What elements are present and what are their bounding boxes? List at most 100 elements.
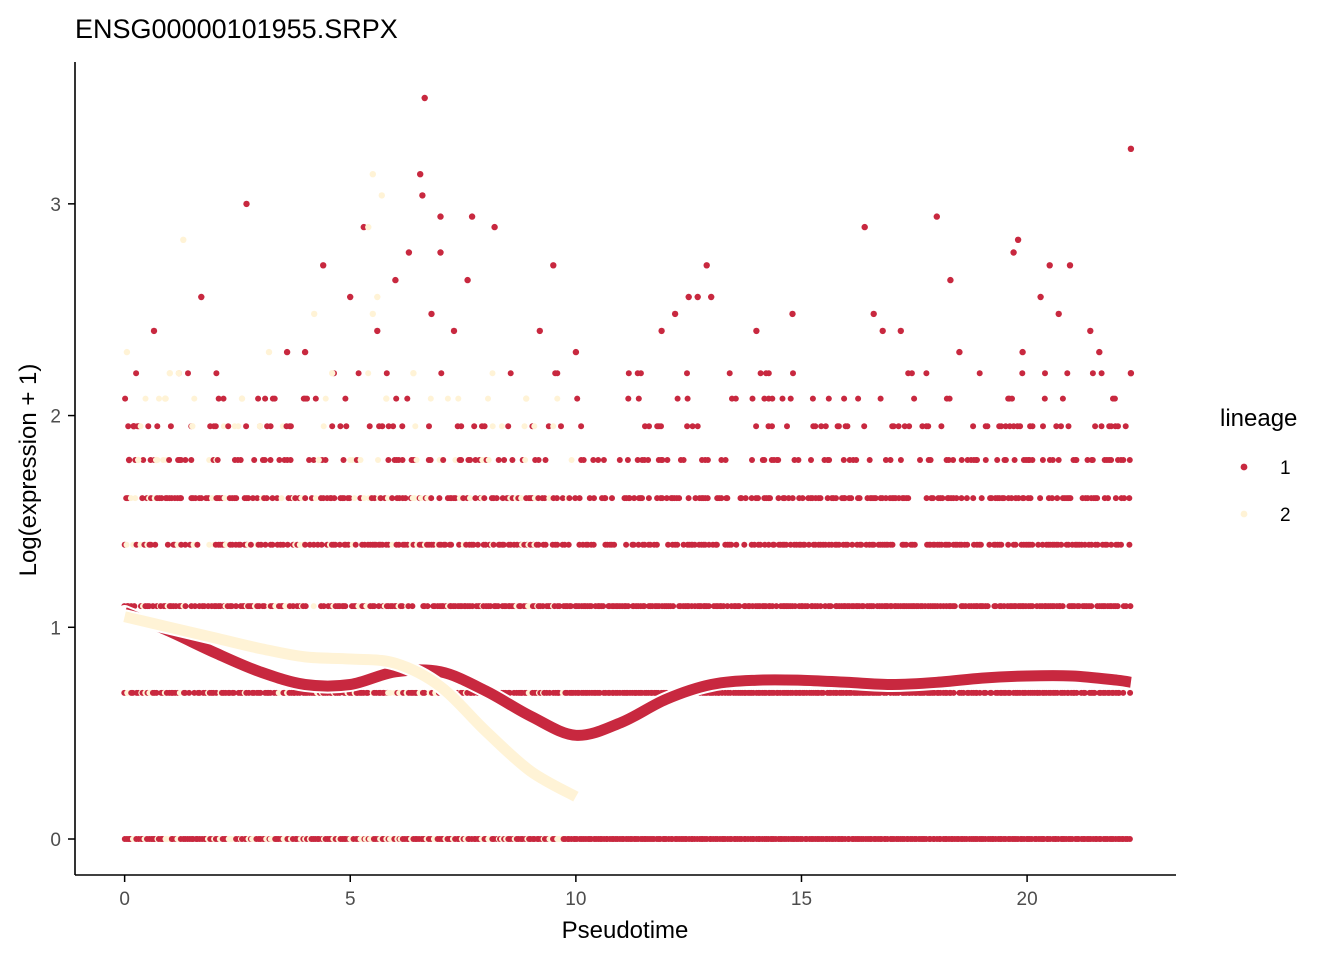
data-point: [198, 293, 205, 301]
data-point: [178, 457, 184, 463]
data-point: [724, 603, 731, 610]
data-point: [158, 495, 165, 502]
data-point: [736, 603, 743, 610]
data-point: [982, 457, 989, 463]
data-point: [310, 603, 317, 610]
y-axis-label: Log(expression + 1): [15, 364, 42, 577]
data-point: [611, 541, 618, 548]
data-point: [645, 495, 652, 502]
data-point: [456, 541, 463, 548]
data-point: [385, 423, 392, 430]
data-point: [1127, 370, 1135, 377]
data-point: [220, 423, 227, 430]
data-point: [365, 370, 372, 377]
data-point: [1092, 423, 1099, 430]
data-point: [182, 603, 189, 610]
data-point: [801, 541, 808, 548]
data-point: [775, 495, 782, 502]
data-point: [1019, 370, 1026, 377]
data-point: [704, 495, 711, 502]
x-tick-label: 20: [1017, 889, 1038, 910]
data-point: [346, 495, 353, 502]
data-point: [535, 541, 542, 548]
data-point: [861, 423, 868, 430]
data-point: [841, 495, 848, 502]
data-point: [879, 327, 886, 335]
data-point: [280, 541, 287, 548]
data-point: [781, 495, 788, 502]
data-point: [332, 541, 339, 548]
data-point: [262, 541, 269, 548]
data-point: [939, 495, 946, 502]
data-point: [256, 423, 264, 430]
data-point: [728, 541, 735, 548]
data-point: [304, 395, 310, 402]
x-tick-label: 0: [119, 889, 130, 910]
data-point: [992, 603, 999, 610]
data-point: [365, 223, 372, 231]
data-point: [485, 395, 491, 402]
data-point: [1127, 603, 1134, 610]
data-point: [917, 457, 923, 463]
data-point: [694, 293, 701, 301]
data-point: [147, 541, 154, 548]
data-point: [950, 689, 957, 696]
data-point: [976, 689, 983, 696]
data-point: [1094, 495, 1101, 502]
data-point: [1094, 541, 1101, 548]
data-point: [369, 310, 376, 318]
data-point: [748, 495, 755, 502]
data-point: [518, 495, 525, 502]
data-point: [263, 495, 270, 502]
data-point: [284, 541, 291, 548]
data-point: [1042, 370, 1048, 377]
y-tick-label: 0: [50, 830, 61, 851]
data-point: [347, 293, 354, 301]
data-point: [531, 423, 538, 430]
data-point: [436, 495, 443, 502]
data-point: [419, 192, 426, 199]
data-point: [692, 495, 699, 502]
data-point: [162, 395, 169, 402]
data-point: [565, 541, 572, 548]
data-point: [287, 423, 294, 430]
data-point: [329, 423, 336, 430]
data-point: [905, 495, 912, 502]
data-point: [238, 395, 246, 402]
legend-label-1: 1: [1280, 458, 1291, 479]
data-point: [311, 310, 318, 318]
data-point: [870, 310, 877, 318]
data-point: [822, 423, 829, 430]
data-point: [318, 541, 325, 548]
data-point: [262, 395, 269, 402]
data-point: [625, 603, 632, 610]
data-point: [554, 370, 561, 377]
data-point: [458, 423, 465, 430]
data-point: [498, 423, 505, 430]
data-point: [1126, 495, 1133, 502]
data-point: [302, 495, 309, 502]
data-point: [471, 423, 478, 430]
data-point: [213, 689, 220, 696]
data-point: [230, 689, 237, 696]
data-point: [320, 262, 327, 269]
data-point: [306, 457, 313, 463]
data-point: [258, 541, 265, 548]
data-point: [212, 423, 219, 430]
data-point: [753, 423, 760, 430]
data-point: [1064, 370, 1071, 377]
data-point: [1091, 689, 1098, 696]
data-point: [812, 423, 819, 430]
data-point: [665, 541, 672, 548]
data-point: [588, 603, 595, 610]
data-point: [600, 457, 607, 463]
data-point: [389, 541, 396, 548]
data-point: [320, 603, 327, 610]
data-point: [637, 370, 644, 377]
data-point: [911, 541, 918, 548]
data-point: [809, 395, 816, 402]
x-axis-label: Pseudotime: [562, 917, 689, 944]
data-point: [833, 495, 839, 502]
data-point: [152, 541, 159, 548]
data-point: [426, 423, 432, 430]
